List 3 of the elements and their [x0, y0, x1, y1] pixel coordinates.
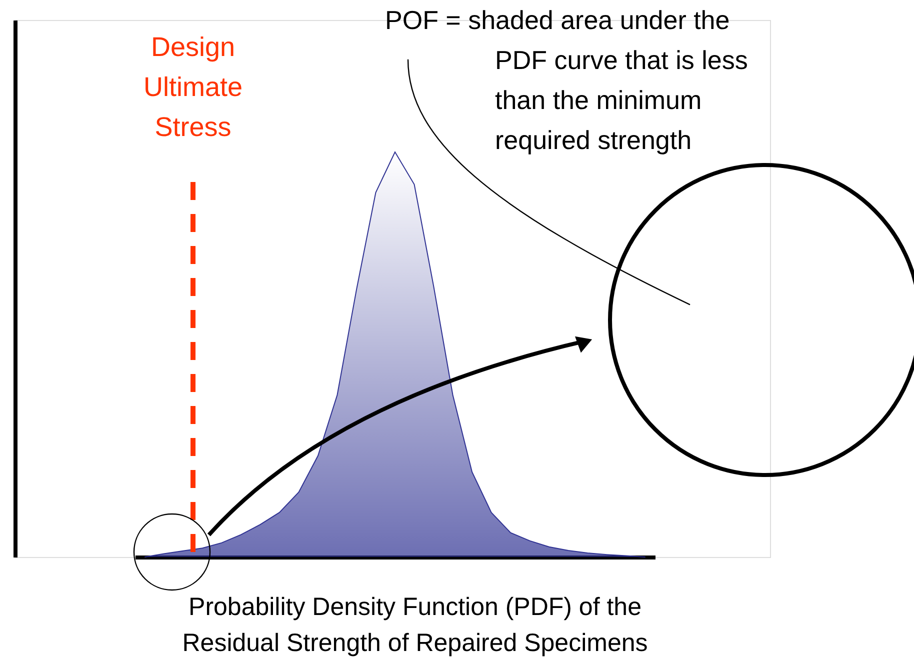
x-axis-title: Probability Density Function (PDF) of the Residual Strength of Repaired Specimens — [182, 593, 648, 657]
annotation: POF = shaded area under the PDF curve that is less than the minimum required strength — [385, 5, 748, 155]
text: Design Ultimate Stress — [143, 32, 243, 142]
